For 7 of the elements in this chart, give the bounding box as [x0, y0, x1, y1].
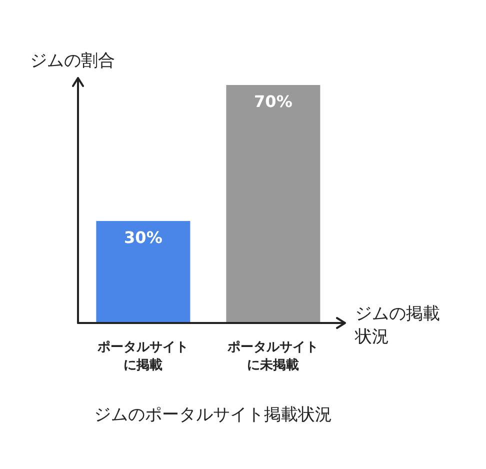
- data-label: 70%: [254, 92, 292, 111]
- data-label: 30%: [124, 228, 162, 247]
- x-axis-title: ジムの掲載状況: [354, 304, 440, 347]
- x-tick-label: ポータルサイトに掲載: [96, 340, 188, 373]
- y-axis-title: ジムの割合: [30, 51, 115, 71]
- text: ジムのポータルサイト掲載状況: [94, 405, 332, 425]
- x-tick-label: ポータルサイトに未掲載: [226, 340, 318, 373]
